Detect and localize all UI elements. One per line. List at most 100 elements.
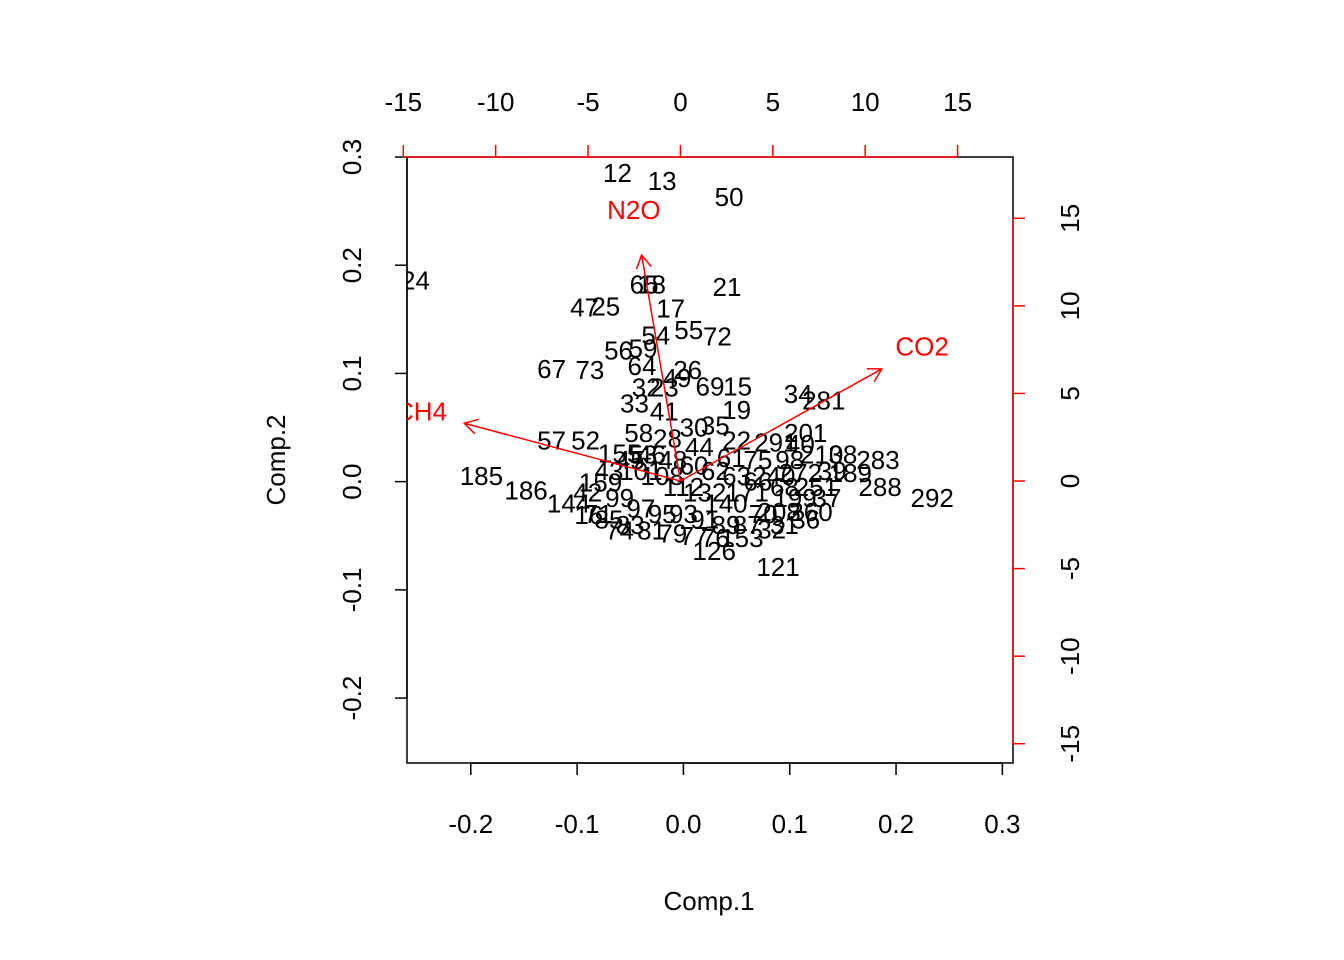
right-tick-label: -15 <box>1055 725 1085 763</box>
point-label: 201 <box>784 418 827 448</box>
point-label: 132 <box>683 477 726 507</box>
point-label: 67 <box>537 354 566 384</box>
point-label: 153 <box>720 523 763 553</box>
loading-label: CH4 <box>395 397 447 427</box>
point-label: 159 <box>579 468 622 498</box>
top-tick-label: -15 <box>385 87 423 117</box>
top-tick-label: 5 <box>766 87 780 117</box>
top-tick-label: -10 <box>477 87 515 117</box>
point-label: 93 <box>669 499 698 529</box>
point-label: 43 <box>595 456 624 486</box>
right-axis: -15 -10 -5 0 5 10 15 <box>1012 204 1085 763</box>
right-tick-label: 15 <box>1055 204 1085 233</box>
point-label: 52 <box>571 426 600 456</box>
right-tick-label: 10 <box>1055 291 1085 320</box>
point-label: 260 <box>789 497 832 527</box>
point-label: 210 <box>800 440 843 470</box>
loading-arrow <box>680 368 883 482</box>
point-label: 189 <box>829 458 872 488</box>
point-label: 95 <box>648 499 677 529</box>
point-label: 19 <box>722 395 751 425</box>
bottom-tick-label: -0.2 <box>448 809 493 839</box>
point-label: 35 <box>701 410 730 440</box>
right-tick-label: 0 <box>1055 474 1085 488</box>
top-tick-label: 10 <box>851 87 880 117</box>
top-tick-label: 15 <box>943 87 972 117</box>
point-label: 41 <box>650 396 679 426</box>
point-label: 292 <box>911 483 954 513</box>
top-tick-label: 0 <box>673 87 687 117</box>
point-label: 73 <box>575 355 604 385</box>
left-tick-label: 0.3 <box>337 139 367 175</box>
point-label: 18 <box>637 270 666 300</box>
point-label: 291 <box>754 428 797 458</box>
point-label: 185 <box>460 461 503 491</box>
point-label: 24 <box>401 265 430 295</box>
point-label: 28 <box>653 423 682 453</box>
right-tick-label: 5 <box>1055 386 1085 400</box>
point-label: 30 <box>680 413 709 443</box>
point-label: 91 <box>690 505 719 535</box>
point-label: 58 <box>624 418 653 448</box>
point-label: 49 <box>663 363 692 393</box>
point-label: 70 <box>749 499 778 529</box>
point-label: 55 <box>674 315 703 345</box>
left-tick-label: -0.2 <box>337 676 367 721</box>
point-label: 42 <box>573 477 602 507</box>
point-label: 66 <box>743 467 772 497</box>
point-label: 208 <box>757 497 800 527</box>
loading-arrow <box>464 422 681 482</box>
point-label: 288 <box>858 472 901 502</box>
point-label: 25 <box>591 291 620 321</box>
point-label: 126 <box>693 536 736 566</box>
point-label: 77 <box>680 521 709 551</box>
point-label: 140 <box>704 488 747 518</box>
bottom-tick-label: 0.1 <box>772 809 808 839</box>
left-tick-label: 0.0 <box>337 464 367 500</box>
point-label: 17 <box>656 294 685 324</box>
bottom-tick-label: 0.3 <box>984 809 1020 839</box>
left-tick-label: 0.2 <box>337 247 367 283</box>
bottom-tick-label: -0.1 <box>555 809 600 839</box>
point-label: 37 <box>812 483 841 513</box>
point-label: 15 <box>723 371 752 401</box>
point-label: 87 <box>733 510 762 540</box>
point-label: 68 <box>770 472 799 502</box>
point-label: 186 <box>504 475 547 505</box>
point-label: 12 <box>603 158 632 188</box>
point-label: 155 <box>598 439 641 469</box>
point-label: 72 <box>703 322 732 352</box>
loading-arrowhead <box>866 367 884 383</box>
point-label: 33 <box>620 389 649 419</box>
point-label: 32 <box>632 372 661 402</box>
right-tick-label: -10 <box>1055 637 1085 675</box>
bottom-tick-label: 0.2 <box>878 809 914 839</box>
point-label: 199 <box>773 483 816 513</box>
point-label: 99 <box>605 483 634 513</box>
loading-arrow <box>640 254 682 482</box>
point-label: 36 <box>791 505 820 535</box>
loading-label: CO2 <box>895 332 948 362</box>
left-tick-label: -0.1 <box>337 567 367 612</box>
point-label: 48 <box>658 445 687 475</box>
point-label: 65 <box>630 270 659 300</box>
loading-arrowhead <box>462 418 479 435</box>
point-label: 171 <box>726 477 769 507</box>
point-label: 75 <box>743 445 772 475</box>
point-label: 76 <box>701 523 730 553</box>
loading-label: N2O <box>607 195 660 225</box>
right-tick-label: -5 <box>1055 557 1085 580</box>
point-label: 144 <box>547 488 590 518</box>
point-label: 56 <box>604 336 633 366</box>
point-label: 79 <box>658 519 687 549</box>
point-label: 44 <box>685 432 714 462</box>
point-label: 98 <box>775 445 804 475</box>
left-tick-label: 0.1 <box>337 355 367 391</box>
point-label: 38 <box>828 440 857 470</box>
point-label: 283 <box>856 445 899 475</box>
point-label: 74 <box>605 515 634 545</box>
point-label: 63 <box>722 461 751 491</box>
point-label: 272 <box>779 458 822 488</box>
point-label: 81 <box>637 515 666 545</box>
